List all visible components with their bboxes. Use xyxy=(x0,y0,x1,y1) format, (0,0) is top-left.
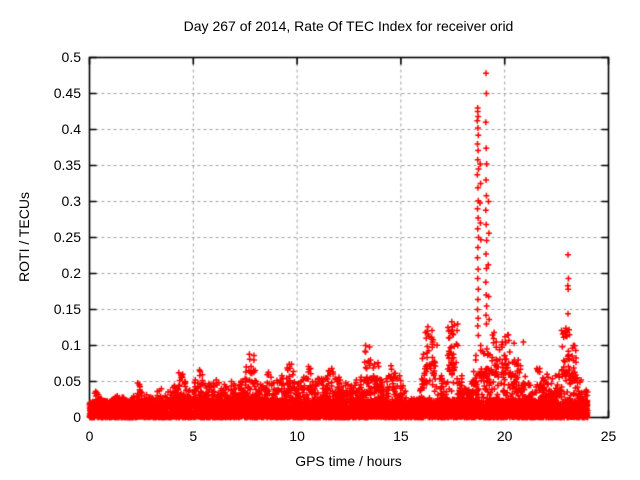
chart-title: Day 267 of 2014, Rate Of TEC Index for r… xyxy=(183,18,514,34)
x-tick-label: 10 xyxy=(289,428,305,444)
y-tick-label: 0.15 xyxy=(53,300,81,317)
y-tick-label: 0.5 xyxy=(61,48,81,65)
x-tick-label: 20 xyxy=(496,428,513,444)
y-tick-label: 0.4 xyxy=(61,120,81,137)
x-axis-label: GPS time / hours xyxy=(295,453,402,469)
y-tick-label: 0.45 xyxy=(53,84,81,101)
y-tick-label: 0.2 xyxy=(61,264,81,281)
y-tick-label: 0.3 xyxy=(61,192,81,209)
x-tick-label: 5 xyxy=(189,428,198,444)
y-tick-label: 0.25 xyxy=(53,228,81,245)
x-tick-label: 25 xyxy=(600,428,617,444)
y-tick-label: 0.35 xyxy=(53,156,81,173)
x-tick-label: 15 xyxy=(393,428,409,444)
y-tick-label: 0 xyxy=(73,408,81,425)
y-tick-label: 0.1 xyxy=(61,336,81,353)
x-tick-label: 0 xyxy=(85,428,94,444)
y-tick-label: 0.05 xyxy=(53,372,81,389)
